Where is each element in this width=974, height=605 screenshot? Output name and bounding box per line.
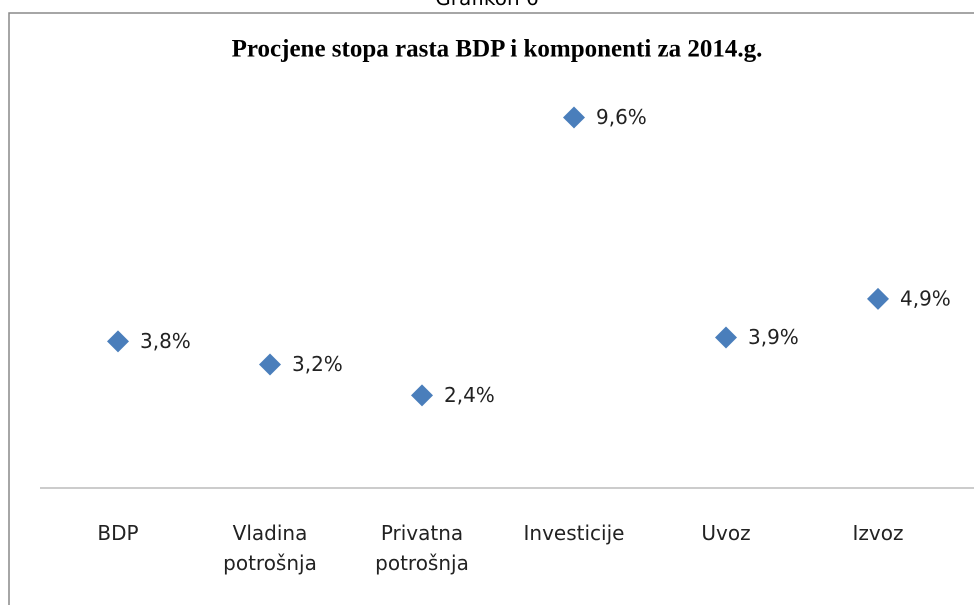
data-label: 9,6%: [596, 105, 647, 129]
page-title: Grafikon 6: [0, 0, 974, 10]
data-label: 2,4%: [444, 383, 495, 407]
x-tick-label: Privatna potrošnja: [375, 521, 469, 575]
chart-title: Procjene stopa rasta BDP i komponenti za…: [232, 36, 763, 63]
data-point: [411, 384, 433, 407]
x-tick-label: BDP: [97, 521, 139, 545]
data-label: 3,8%: [140, 329, 191, 353]
data-point: [563, 106, 585, 129]
data-point: [259, 353, 281, 376]
x-tick-label: Investicije: [523, 521, 625, 545]
data-label: 4,9%: [900, 286, 951, 310]
data-point: [715, 326, 737, 349]
data-point: [867, 287, 889, 310]
data-label: 3,9%: [748, 325, 799, 349]
chart-frame: [8, 12, 974, 605]
x-tick-label: Izvoz: [852, 521, 904, 545]
x-tick-label: Vladina potrošnja: [223, 521, 317, 575]
x-tick-label: Uvoz: [701, 521, 751, 545]
data-label: 3,2%: [292, 352, 343, 376]
data-point: [107, 330, 129, 353]
